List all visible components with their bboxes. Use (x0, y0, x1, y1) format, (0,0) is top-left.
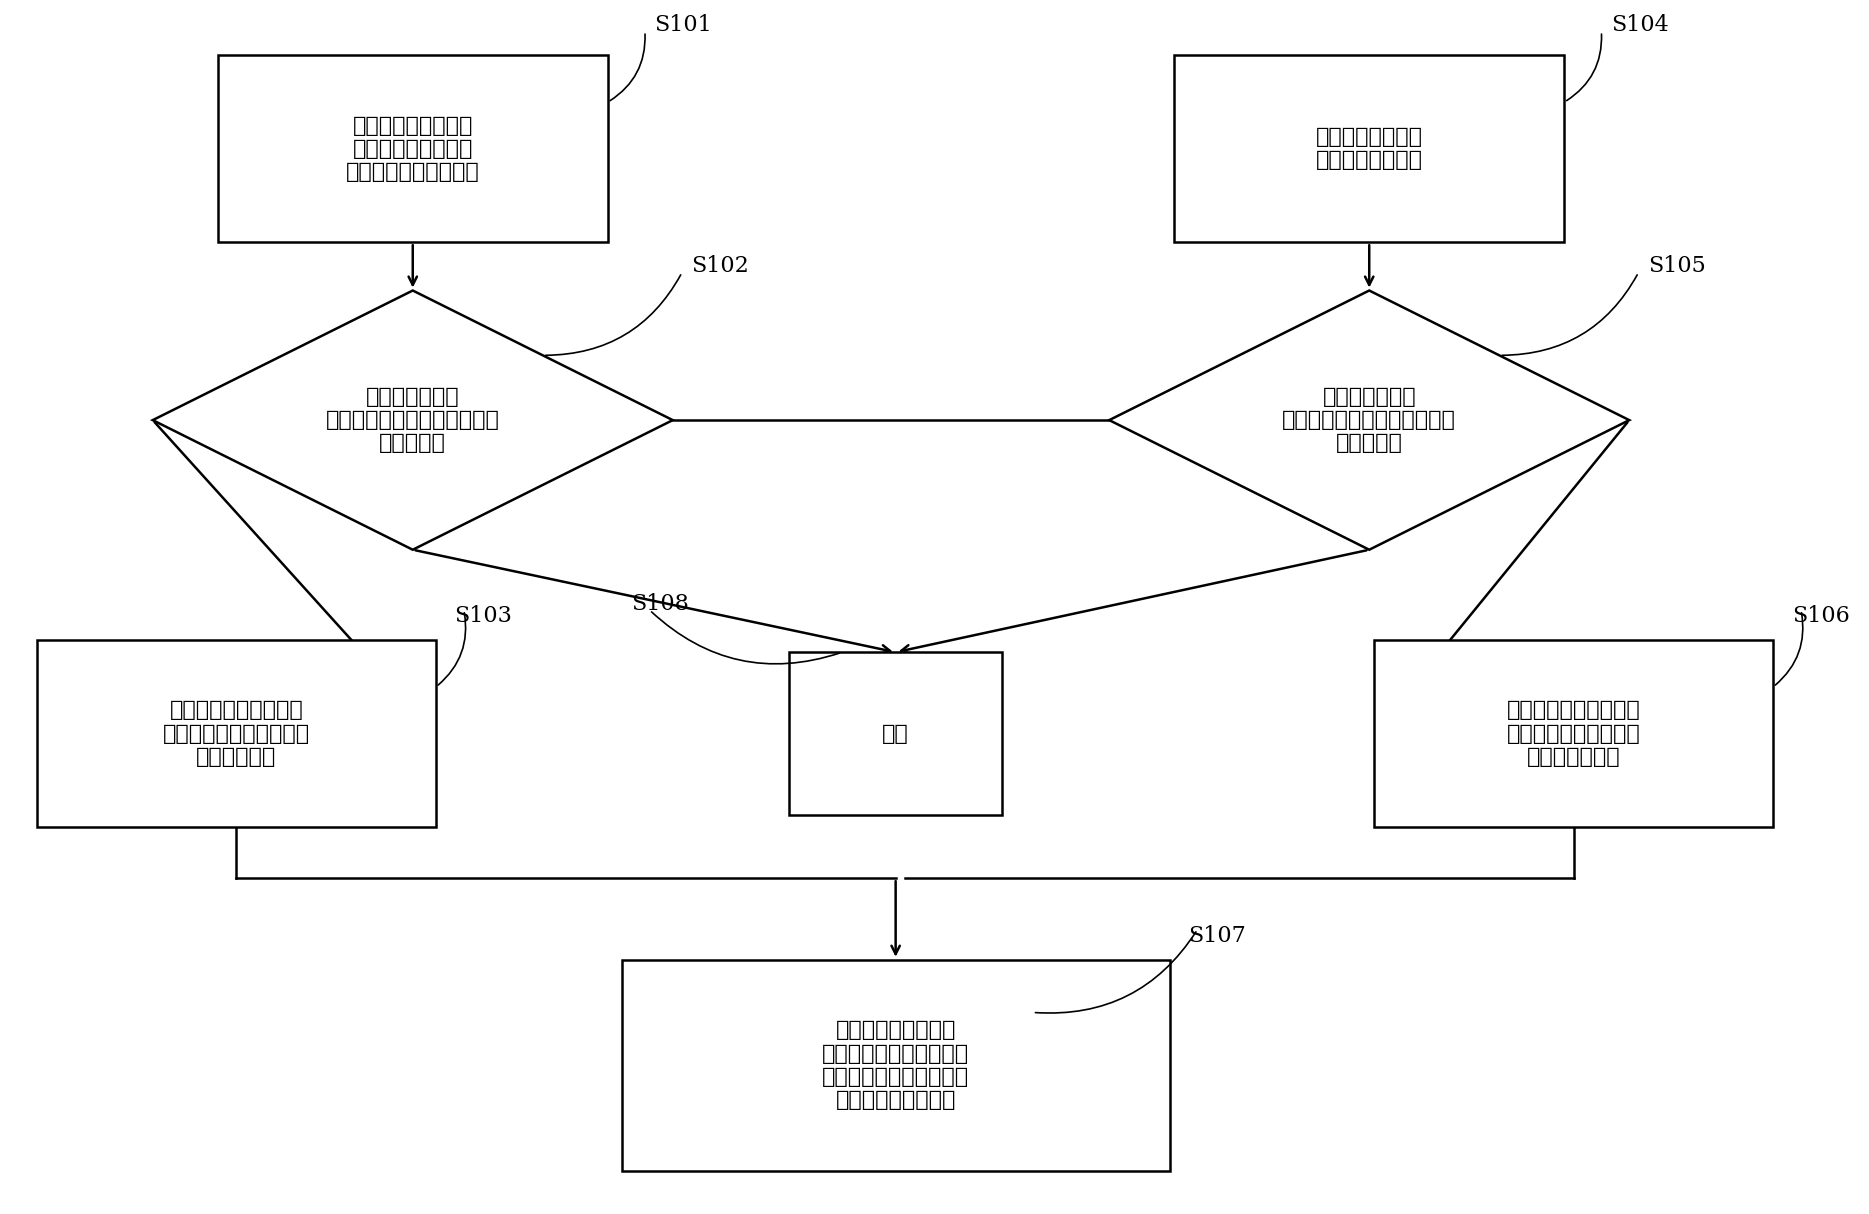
Text: S105: S105 (1648, 255, 1706, 278)
Text: 上游数据源模块根据
接收的降速流控帧或升速
流控帧，对应降低或者提
升其报文的发送速度: 上游数据源模块根据 接收的降速流控帧或升速 流控帧，对应降低或者提 升其报文的发… (822, 1020, 970, 1110)
Text: S104: S104 (1611, 15, 1669, 36)
Polygon shape (153, 290, 673, 550)
Text: 确定当前队列的
缓存水平值是否达到预先设置
的高门限值: 确定当前队列的 缓存水平值是否达到预先设置 的高门限值 (325, 387, 499, 453)
Text: 确定当前队列的
缓存水平值是否达到预先设置
的低门限值: 确定当前队列的 缓存水平值是否达到预先设置 的低门限值 (1282, 387, 1456, 453)
FancyBboxPatch shape (789, 652, 1002, 815)
Text: 退出: 退出 (882, 724, 908, 744)
Text: 网络控制器模块将从
上游数据源模块接收
的报文放入相应的队列: 网络控制器模块将从 上游数据源模块接收 的报文放入相应的队列 (346, 115, 480, 182)
Text: 网络控制器模块从
队列中调度出报文: 网络控制器模块从 队列中调度出报文 (1316, 127, 1422, 170)
Text: S102: S102 (692, 255, 749, 278)
Text: 网络控制器模块构造出
降速流控帧，并发送至上
游数据源模块: 网络控制器模块构造出 降速流控帧，并发送至上 游数据源模块 (163, 700, 310, 767)
Text: 网络控制器模块构造出
升速流控帧，并发送至
上游数据源模块: 网络控制器模块构造出 升速流控帧，并发送至 上游数据源模块 (1506, 700, 1641, 767)
FancyBboxPatch shape (219, 56, 607, 243)
FancyBboxPatch shape (622, 959, 1170, 1170)
Text: S103: S103 (454, 605, 512, 628)
Text: S106: S106 (1792, 605, 1850, 628)
FancyBboxPatch shape (1374, 640, 1774, 827)
FancyBboxPatch shape (1174, 56, 1564, 243)
FancyBboxPatch shape (37, 640, 435, 827)
Text: S101: S101 (654, 15, 712, 36)
Polygon shape (1108, 290, 1630, 550)
Text: S108: S108 (632, 592, 690, 615)
Text: S107: S107 (1189, 925, 1247, 947)
